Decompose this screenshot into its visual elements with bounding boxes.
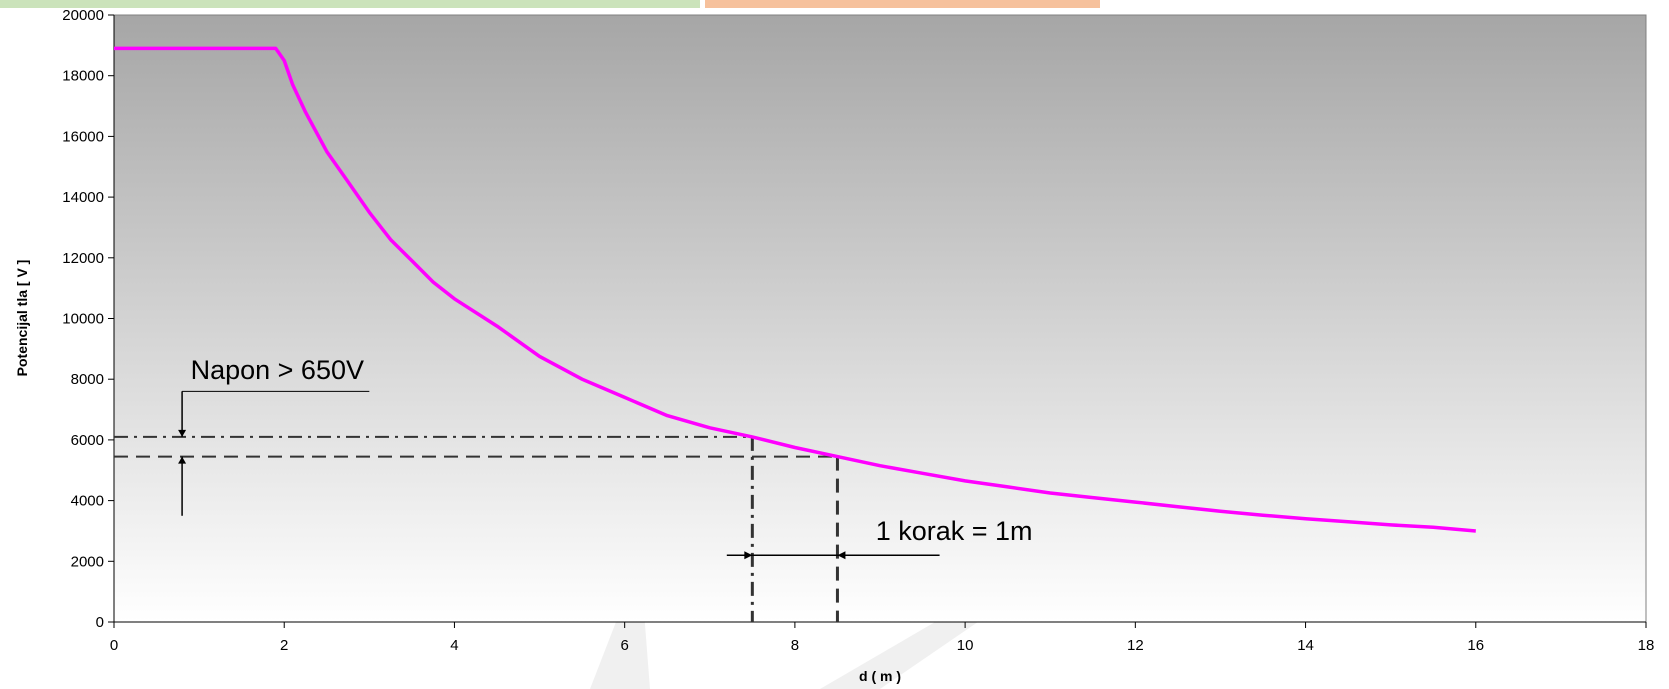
y-tick-label: 4000 (71, 493, 104, 510)
napon-label: Napon > 650V (191, 355, 364, 385)
x-tick-label: 12 (1127, 637, 1144, 654)
y-tick-label: 14000 (62, 189, 104, 206)
x-tick-label: 14 (1297, 637, 1314, 654)
annotations: Napon > 650V 1 korak = 1m (178, 355, 1033, 560)
x-tick-label: 10 (957, 637, 974, 654)
x-tick-label: 6 (620, 637, 628, 654)
napon-arrowhead-up (178, 456, 187, 464)
axes (108, 14, 1647, 628)
x-tick-label: 0 (110, 637, 118, 654)
y-tick-label: 20000 (62, 7, 104, 24)
korak-label: 1 korak = 1m (876, 516, 1033, 546)
y-tick-label: 6000 (71, 432, 104, 449)
series-layer (114, 46, 1476, 533)
plot-area (113, 14, 1647, 623)
x-tick-label: 8 (791, 637, 799, 654)
tick-labels: 0 2 4 6 8 10 12 14 16 18 0 2000 4000 6000 8000 10000 120… (62, 7, 1654, 654)
napon-arrowhead-down (178, 429, 187, 437)
y-tick-label: 12000 (62, 250, 104, 267)
x-tick-label: 4 (450, 637, 458, 654)
korak-arrowhead-right (744, 551, 753, 560)
y-tick-label: 2000 (71, 553, 104, 570)
x-tick-label: 2 (280, 637, 288, 654)
x-axis-title: d ( m ) (859, 668, 901, 684)
y-tick-label: 0 (96, 614, 104, 631)
korak-arrowhead-left (837, 551, 846, 560)
series-line (114, 46, 1476, 533)
y-axis-title: Potencijal tla [ V ] (14, 260, 30, 377)
y-tick-label: 10000 (62, 311, 104, 328)
x-tick-label: 18 (1638, 637, 1655, 654)
y-tick-label: 16000 (62, 128, 104, 145)
reference-lines (114, 435, 839, 622)
x-tick-label: 16 (1467, 637, 1484, 654)
y-tick-label: 8000 (71, 371, 104, 388)
y-tick-label: 18000 (62, 68, 104, 85)
